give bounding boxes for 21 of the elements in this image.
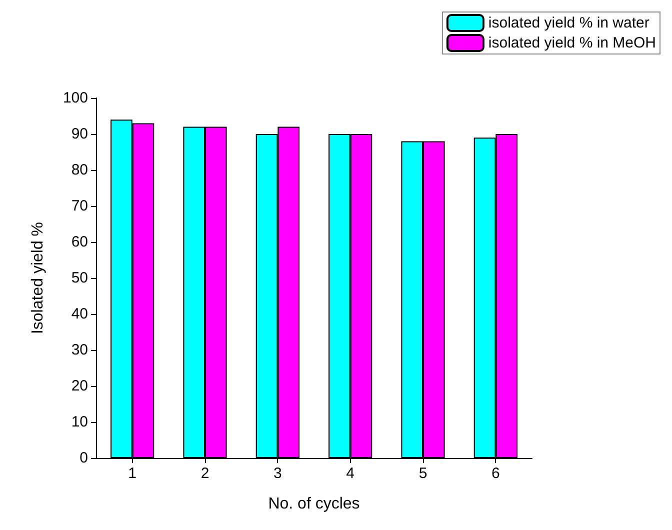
y-tick-label: 90 xyxy=(71,126,88,142)
legend-label: isolated yield % in MeOH xyxy=(488,34,656,52)
y-tick-label: 100 xyxy=(62,90,88,106)
y-tick-label: 20 xyxy=(71,378,88,394)
y-tick-label: 60 xyxy=(71,234,88,250)
legend-label: isolated yield % in water xyxy=(488,14,650,32)
y-axis-title: Isolated yield % xyxy=(30,222,46,334)
y-tick-label: 30 xyxy=(71,342,88,358)
x-tick-label: 1 xyxy=(128,465,137,482)
x-tick-label: 3 xyxy=(273,465,282,482)
y-tick-label: 40 xyxy=(71,306,88,322)
x-axis-title: No. of cycles xyxy=(268,496,360,512)
x-tick-label: 2 xyxy=(200,465,210,482)
x-tick-label: 4 xyxy=(346,465,355,482)
y-tick-label: 70 xyxy=(71,198,88,214)
x-tick-label: 5 xyxy=(418,465,428,482)
y-tick-label: 50 xyxy=(71,270,88,286)
y-tick-label: 0 xyxy=(80,450,88,466)
x-tick-label: 6 xyxy=(491,465,500,482)
y-tick-label: 10 xyxy=(71,414,88,430)
y-tick-label: 80 xyxy=(71,162,88,178)
